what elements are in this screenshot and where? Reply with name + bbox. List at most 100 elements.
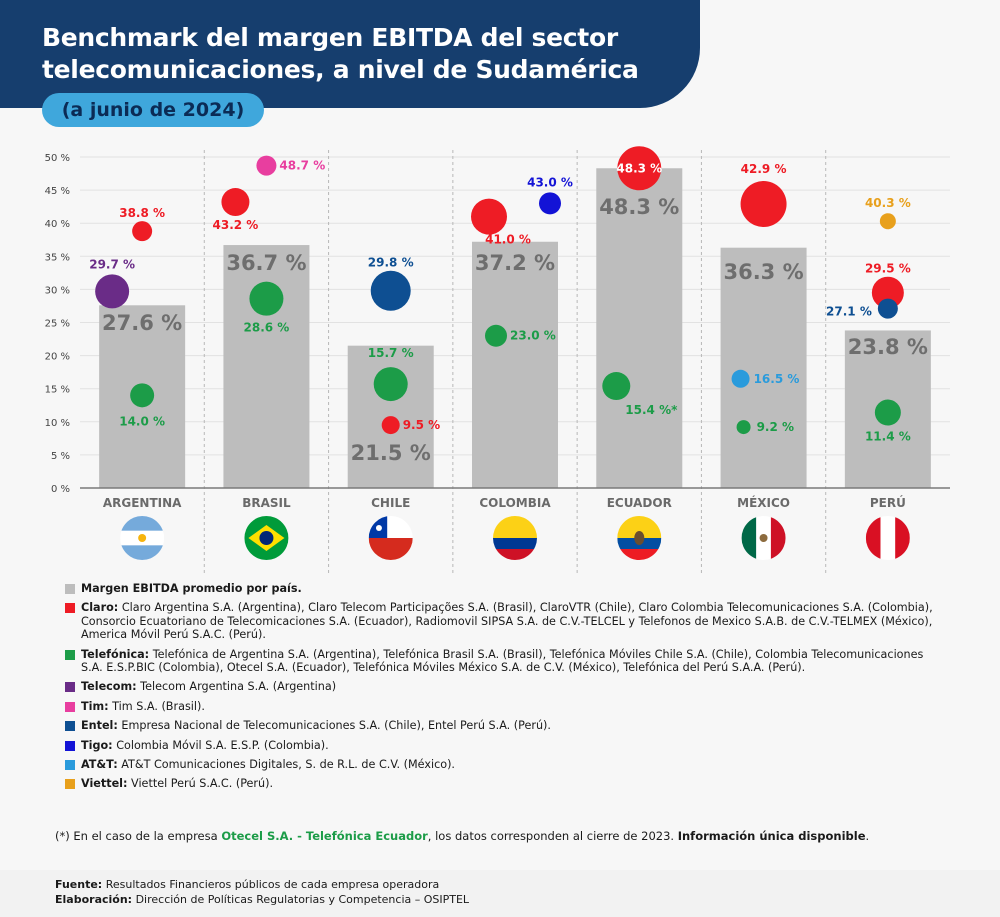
footnote-bold: Información única disponible (677, 829, 866, 843)
prepared-label: Elaboración: (55, 893, 133, 906)
bubble-claro (132, 221, 153, 242)
legend-operator-name: Telefónica: (81, 647, 150, 661)
source-label: Fuente: (55, 878, 103, 891)
bubble-value-label: 41.0 % (485, 233, 531, 247)
legend-companies: Empresa Nacional de Telecomunicaciones S… (117, 719, 551, 733)
legend-item-tigo: Tigo: Colombia Móvil S.A. E.S.P. (Colomb… (65, 739, 945, 752)
legend-swatch (65, 779, 75, 790)
bar-value-label: 21.5 % (351, 441, 431, 465)
bubble-value-label: 11.4 % (865, 430, 911, 444)
legend-operator-name: Viettel: (81, 777, 128, 791)
legend-swatch (65, 603, 75, 614)
y-tick-label: 15 % (45, 385, 70, 396)
bubble-tigo (539, 192, 561, 215)
footnote-middle: , los datos corresponden al cierre de 20… (427, 829, 678, 843)
bubble-value-label: 29.7 % (89, 257, 135, 271)
argentina-flag-icon (120, 516, 165, 560)
bubble-value-label: 43.2 % (213, 218, 259, 232)
y-tick-label: 50 % (45, 153, 70, 164)
legend-item-entel: Entel: Empresa Nacional de Telecomunicac… (65, 719, 945, 732)
legend-swatch (65, 584, 75, 594)
legend-operator-name: Tim: (81, 699, 109, 713)
bar-value-label: 36.3 % (723, 260, 803, 284)
legend-companies: Claro Argentina S.A. (Argentina), Claro … (81, 601, 933, 642)
legend-operator-name: Claro: (81, 601, 119, 615)
legend-text: Margen EBITDA promedio por país. (81, 582, 302, 595)
bar-value-label: 37.2 % (475, 251, 555, 275)
bubble-value-label: 38.8 % (119, 206, 165, 220)
bar-méxico (720, 247, 807, 488)
bubble-telefonica (249, 281, 284, 316)
y-tick-label: 40 % (45, 219, 70, 230)
bar-colombia (472, 241, 558, 488)
source-text: Resultados Financieros públicos de cada … (102, 878, 440, 891)
source-line: Fuente: Resultados Financieros públicos … (55, 877, 469, 892)
legend-swatch (65, 740, 75, 751)
bubble-value-label: 40.3 % (865, 196, 911, 210)
legend-text: Telecom: Telecom Argentina S.A. (Argenti… (81, 680, 336, 693)
bar-ecuador (596, 168, 683, 488)
peru-flag-icon (865, 516, 910, 560)
bubble-telefonica (874, 399, 901, 426)
legend-swatch (65, 682, 75, 693)
legend-label: Margen EBITDA promedio por país. (81, 582, 302, 595)
legend-swatch (65, 701, 75, 712)
y-tick-label: 0 % (51, 484, 70, 495)
y-tick-label: 5 % (51, 451, 70, 462)
bubble-value-label: 9.2 % (757, 420, 794, 434)
bubble-tim (256, 155, 277, 176)
bubble-claro (471, 198, 507, 235)
bubble-value-label: 9.5 % (403, 418, 440, 432)
bubble-claro (381, 416, 400, 435)
bubble-value-label: 48.3 % (616, 161, 662, 175)
prepared-text: Dirección de Políticas Regulatorias y Co… (132, 893, 470, 906)
legend-item-tim: Tim: Tim S.A. (Brasil). (65, 700, 945, 713)
bubble-viettel (879, 213, 896, 230)
bar-value-label: 48.3 % (599, 195, 679, 219)
y-tick-label: 25 % (45, 319, 70, 330)
y-tick-label: 20 % (45, 352, 70, 363)
legend-swatch (65, 649, 75, 660)
bubble-entel (877, 298, 898, 319)
ebitda-chart: 0 % 5 % 10 % 15 % 20 % 25 % 30 % 35 % 40 % 45 % 50… (45, 146, 950, 575)
category-label: MÉXICO (737, 495, 790, 510)
legend-item-viettel: Viettel: Viettel Perú S.A.C. (Perú). (65, 777, 945, 790)
bubble-telefonica (602, 372, 631, 401)
mexico-flag-icon (741, 516, 786, 560)
legend-item-telecom: Telecom: Telecom Argentina S.A. (Argenti… (65, 680, 945, 693)
header-banner: Benchmark del margen EBITDA del sector t… (0, 0, 700, 108)
legend-text: Claro: Claro Argentina S.A. (Argentina),… (81, 601, 945, 641)
title-line-1: Benchmark del margen EBITDA del sector (42, 23, 618, 52)
legend-text: Tim: Tim S.A. (Brasil). (81, 700, 205, 713)
bar-value-label: 23.8 % (848, 335, 928, 359)
bubble-entel (370, 270, 411, 311)
bar-value-label: 27.6 % (102, 311, 182, 335)
bubble-value-label: 29.8 % (368, 256, 414, 270)
bar-value-label: 36.7 % (226, 251, 306, 275)
bubble-value-label: 14.0 % (119, 414, 165, 428)
legend: Margen EBITDA promedio por país. Claro: C… (65, 582, 945, 797)
bubble-value-label: 16.5 % (754, 372, 800, 386)
y-tick-label: 30 % (45, 285, 70, 296)
legend-item-bar: Margen EBITDA promedio por país. (65, 582, 945, 595)
legend-item-att: AT&T: AT&T Comunicaciones Digitales, S. … (65, 758, 945, 771)
legend-operator-name: AT&T: (81, 758, 118, 772)
title-line-2: telecomunicaciones, a nivel de Sudaméric… (42, 55, 639, 84)
footnote-prefix: (*) En el caso de la empresa (55, 829, 222, 843)
bubble-value-label: 42.9 % (741, 162, 787, 176)
legend-companies: Telefónica de Argentina S.A. (Argentina)… (81, 647, 924, 675)
legend-swatch (65, 721, 75, 732)
category-label: PERÚ (870, 495, 906, 510)
legend-operator-name: Entel: (81, 719, 118, 733)
bar-brasil (223, 245, 310, 488)
y-tick-label: 10 % (45, 418, 70, 429)
bubble-value-label: 27.1 % (826, 305, 872, 319)
y-tick-label: 45 % (45, 186, 70, 197)
bubble-telefonica (736, 420, 751, 435)
legend-operator-name: Telecom: (81, 680, 137, 694)
subtitle-pill: (a junio de 2024) (42, 93, 264, 127)
bubble-value-label: 23.0 % (510, 329, 556, 343)
legend-companies: Tim S.A. (Brasil). (108, 699, 205, 713)
chile-flag-icon (368, 516, 413, 560)
ecuador-flag-icon (617, 516, 662, 560)
